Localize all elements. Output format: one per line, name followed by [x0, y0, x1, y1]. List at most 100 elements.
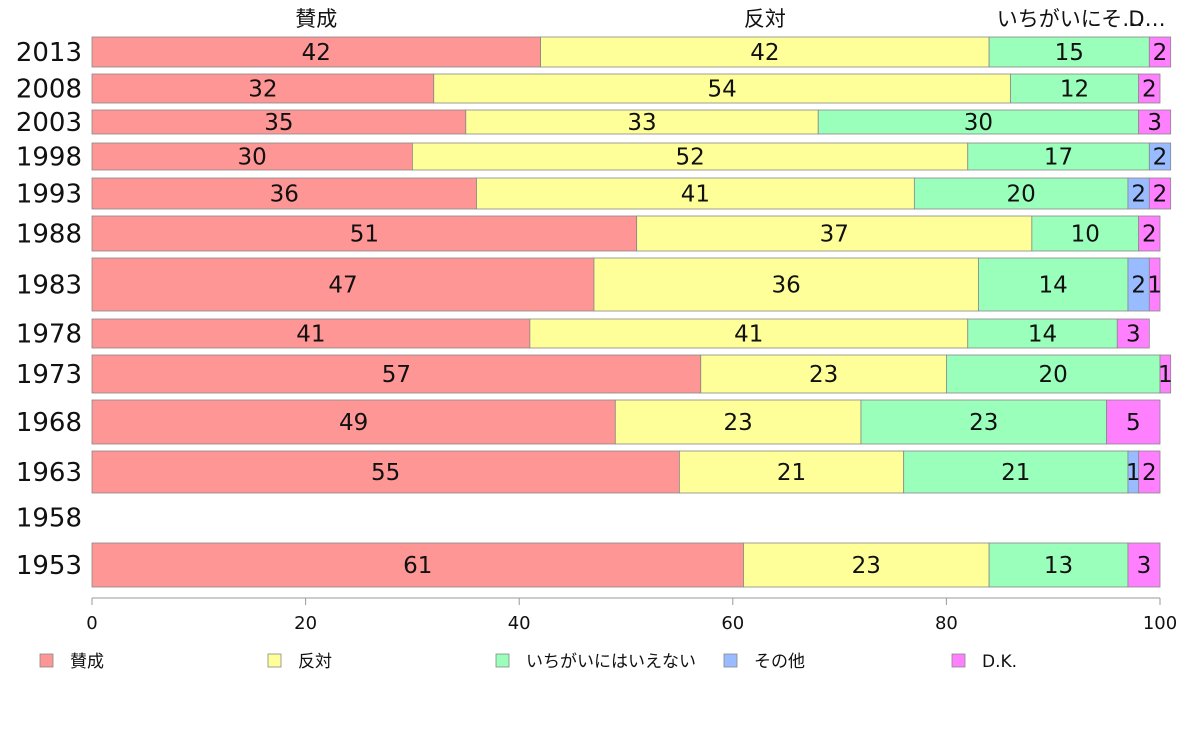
- bar-value-label: 2: [1131, 273, 1146, 299]
- legend-swatch: [495, 653, 510, 668]
- bar-value-label: 33: [627, 110, 656, 136]
- bar-segment: [1116, 318, 1150, 349]
- bar-segment: [1148, 142, 1172, 171]
- bar-segment: [411, 142, 969, 171]
- bar-segment: [1159, 354, 1172, 394]
- legend-item: D.K.: [951, 652, 1017, 672]
- bar-value-label: 21: [777, 460, 806, 486]
- y-tick-label: 1973: [16, 360, 82, 390]
- bar-value-label: 35: [264, 110, 293, 136]
- bar-segment: [679, 450, 905, 494]
- bar-segment: [1127, 542, 1161, 588]
- bar-value-label: 23: [969, 410, 998, 436]
- bar-value-label: 3: [1126, 322, 1141, 348]
- x-tick-label: 80: [935, 613, 958, 634]
- bar-segment: [1138, 450, 1161, 494]
- bar-segment: [91, 177, 477, 210]
- bar-segment: [988, 542, 1129, 588]
- legend-item: その他: [723, 652, 805, 672]
- bar-segment: [860, 399, 1108, 445]
- bar-value-label: 36: [270, 182, 299, 208]
- bar-value-label: 15: [1055, 40, 1084, 66]
- bar-segment: [91, 354, 702, 394]
- bar-value-label: 21: [1001, 460, 1030, 486]
- bar-value-label: 52: [675, 145, 704, 171]
- bar-segment: [91, 73, 435, 104]
- bar-segment: [91, 215, 638, 252]
- bar-segment: [476, 177, 915, 210]
- bar-value-label: 51: [350, 222, 379, 248]
- bar-segment: [91, 142, 413, 171]
- bar-value-label: 1: [1158, 362, 1173, 388]
- bar-value-label: 14: [1039, 273, 1068, 299]
- bar-value-label: 36: [772, 273, 801, 299]
- bar-segment: [967, 142, 1150, 171]
- bar-value-label: 1: [1126, 460, 1141, 486]
- bar-value-label: 30: [964, 110, 993, 136]
- bar-value-label: 20: [1007, 182, 1036, 208]
- y-tick-label: 1953: [16, 551, 82, 581]
- bar-value-label: 2: [1153, 182, 1168, 208]
- bar-segment: [91, 109, 467, 135]
- y-tick-label: 2008: [16, 75, 82, 105]
- bar-segment: [978, 257, 1129, 312]
- top-series-label: 賛成: [295, 7, 337, 31]
- legend-item: 反対: [267, 652, 332, 672]
- legend-label: 賛成: [70, 652, 104, 672]
- y-tick-label: 1963: [16, 458, 82, 488]
- bar-segment: [433, 73, 1011, 104]
- legend-swatch: [723, 653, 738, 668]
- bar-segment: [946, 354, 1161, 394]
- bar-segment: [743, 542, 990, 588]
- bar-value-label: 55: [371, 460, 400, 486]
- bar-value-label: 2: [1142, 222, 1157, 248]
- bar-value-label: 2: [1142, 77, 1157, 103]
- bar-value-label: 41: [296, 322, 325, 348]
- bar-segment: [988, 36, 1150, 68]
- y-tick-label: 1968: [16, 408, 82, 438]
- bar-segment: [91, 318, 531, 349]
- y-tick-label: 1988: [16, 220, 82, 250]
- legend-swatch: [951, 653, 966, 668]
- legend-label: 反対: [298, 652, 332, 672]
- y-tick-label: 1958: [16, 504, 82, 534]
- bar-value-label: 2: [1142, 460, 1157, 486]
- y-tick-label: 1998: [16, 143, 82, 173]
- bar-segment: [1031, 215, 1140, 252]
- bar-value-label: 57: [382, 362, 411, 388]
- bar-segment: [1106, 399, 1161, 445]
- bar-segment: [817, 109, 1140, 135]
- bar-value-label: 1: [1147, 273, 1162, 299]
- legend-item: いちがいにはいえない: [495, 652, 696, 672]
- bar-segment: [91, 36, 541, 68]
- bar-value-label: 42: [302, 40, 331, 66]
- bar-segment: [593, 257, 979, 312]
- x-tick-label: 40: [508, 613, 531, 634]
- bar-value-label: 49: [339, 410, 368, 436]
- x-tick-label: 0: [86, 613, 97, 634]
- x-tick-label: 60: [721, 613, 744, 634]
- bar-segment: [636, 215, 1033, 252]
- bar-value-label: 23: [723, 410, 752, 436]
- bar-value-label: 42: [750, 40, 779, 66]
- bar-value-label: 3: [1147, 110, 1162, 136]
- y-tick-label: 1983: [16, 271, 82, 301]
- bar-segment: [1148, 36, 1172, 68]
- bar-value-label: 20: [1039, 362, 1068, 388]
- bar-segment: [540, 36, 990, 68]
- y-tick-label: 1993: [16, 180, 82, 210]
- legend-swatch: [267, 653, 282, 668]
- bar-value-label: 23: [809, 362, 838, 388]
- bar-value-label: 47: [328, 273, 357, 299]
- bar-value-label: 2: [1153, 40, 1168, 66]
- bar-segment: [967, 318, 1118, 349]
- bar-value-label: 5: [1126, 410, 1141, 436]
- bar-value-label: 32: [248, 77, 277, 103]
- bar-value-label: 54: [707, 77, 736, 103]
- bar-segment: [1138, 215, 1161, 252]
- legend-label: いちがいにはいえない: [526, 652, 696, 672]
- bar-segment: [1148, 257, 1161, 312]
- bar-segment: [91, 257, 595, 312]
- bar-segment: [1138, 73, 1161, 104]
